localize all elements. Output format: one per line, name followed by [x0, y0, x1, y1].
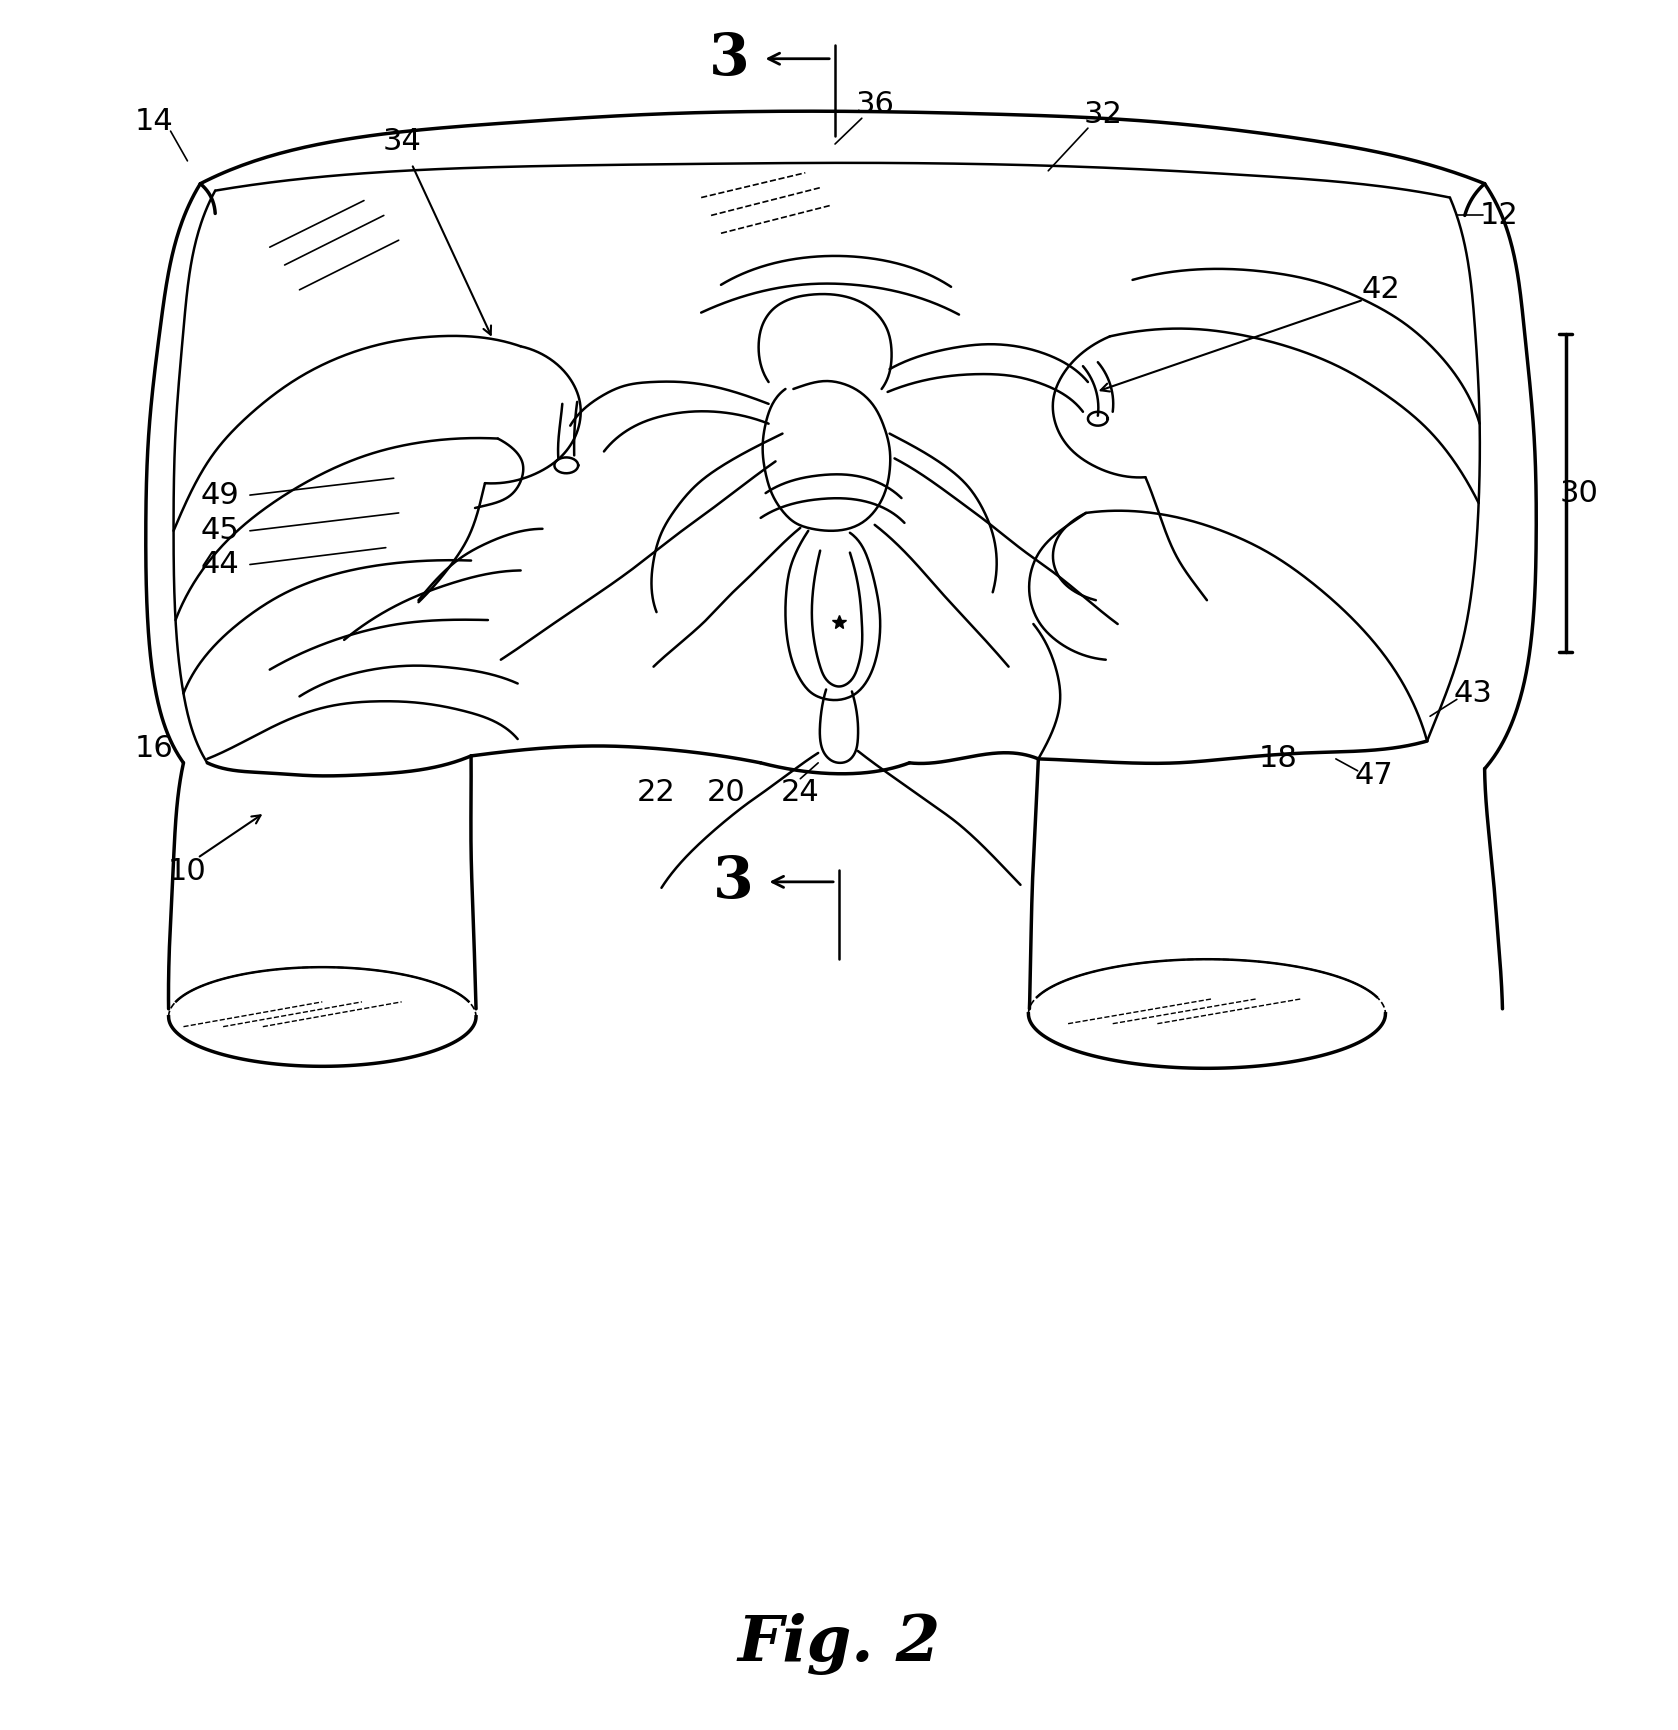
Text: 36: 36: [856, 90, 894, 119]
Text: 3: 3: [713, 855, 753, 910]
Text: 42: 42: [1361, 275, 1399, 304]
Text: 3: 3: [708, 31, 750, 86]
Text: 14: 14: [134, 107, 173, 135]
Text: 34: 34: [383, 126, 421, 156]
Text: 20: 20: [706, 778, 745, 808]
Text: 32: 32: [1084, 100, 1123, 128]
Text: 45: 45: [201, 516, 240, 545]
Text: Fig. 2: Fig. 2: [737, 1612, 941, 1675]
Text: 22: 22: [638, 778, 676, 808]
Text: 10: 10: [168, 858, 206, 886]
Text: 47: 47: [1354, 761, 1393, 791]
Text: 12: 12: [1480, 201, 1519, 230]
Text: 43: 43: [1453, 678, 1492, 708]
Text: 18: 18: [1258, 744, 1297, 773]
Text: 44: 44: [201, 550, 240, 580]
Text: 16: 16: [134, 735, 173, 763]
Text: 24: 24: [780, 778, 819, 808]
Text: 30: 30: [1559, 479, 1597, 507]
Text: 49: 49: [201, 481, 240, 510]
